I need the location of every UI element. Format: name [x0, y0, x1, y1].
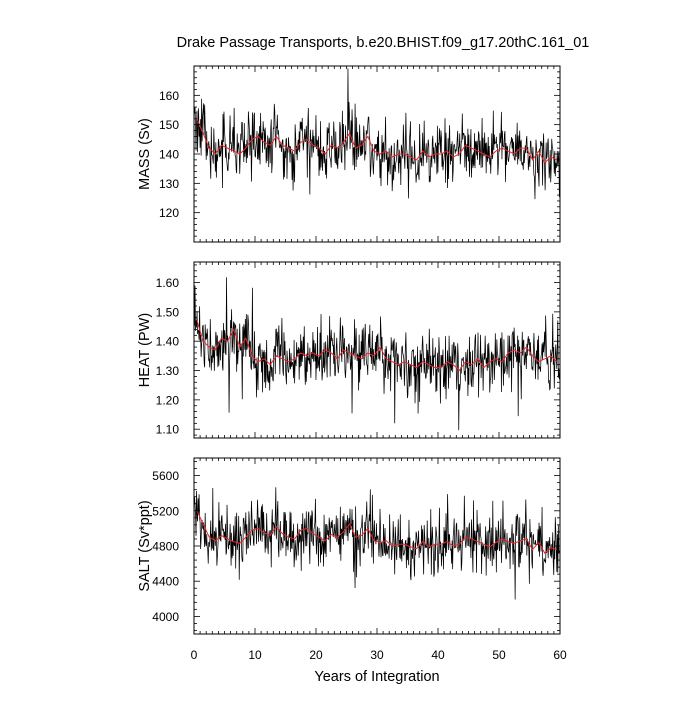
x-tick-label: 60 — [553, 648, 567, 662]
annual-mean-line — [196, 510, 558, 554]
y-tick-label: 1.30 — [156, 364, 180, 378]
y-axis-label: HEAT (PW) — [137, 313, 153, 387]
x-tick-label: 20 — [309, 648, 323, 662]
monthly-series-line — [194, 487, 560, 600]
chart-panels: 120 130 140 150 160 MASS (Sv) 1.10 1.20 1.30 1.40… — [137, 65, 567, 685]
annual-mean-line — [196, 118, 558, 164]
y-tick-label: 1.50 — [156, 305, 180, 319]
y-tick-label: 160 — [159, 89, 179, 103]
y-tick-label: 5200 — [152, 504, 179, 518]
panel-mass: 120 130 140 150 160 MASS (Sv) — [137, 65, 561, 243]
y-tick-label: 1.20 — [156, 393, 180, 407]
y-axis-label: MASS (Sv) — [137, 118, 153, 190]
y-tick-label: 140 — [159, 148, 179, 162]
y-tick-label: 5600 — [152, 469, 179, 483]
x-axis-label: Years of Integration — [314, 669, 439, 685]
y-axis-label: SALT (Sv*ppt) — [137, 500, 153, 591]
chart-title: Drake Passage Transports, b.e20.BHIST.f0… — [177, 35, 590, 51]
y-tick-label: 1.60 — [156, 276, 180, 290]
monthly-series-line — [194, 68, 560, 200]
x-tick-label: 0 — [191, 648, 198, 662]
y-tick-label: 4800 — [152, 540, 179, 554]
annual-mean-line — [196, 320, 558, 372]
x-tick-label: 30 — [370, 648, 384, 662]
monthly-series-line — [194, 277, 560, 431]
panel-heat: 1.10 1.20 1.30 1.40 1.50 1.60 HEAT (PW) — [137, 261, 561, 439]
x-tick-label: 40 — [431, 648, 445, 662]
y-tick-label: 1.40 — [156, 335, 180, 349]
y-tick-label: 130 — [159, 177, 179, 191]
x-tick-label: 50 — [492, 648, 506, 662]
y-tick-label: 1.10 — [156, 423, 180, 437]
y-tick-label: 120 — [159, 206, 179, 220]
x-tick-label: 10 — [248, 648, 262, 662]
y-tick-label: 150 — [159, 118, 179, 132]
y-tick-label: 4000 — [152, 610, 179, 624]
panel-salt: 4000 4400 4800 5200 5600 SALT (Sv*ppt) 0 10 20 30… — [137, 457, 567, 685]
y-tick-label: 4400 — [152, 575, 179, 589]
